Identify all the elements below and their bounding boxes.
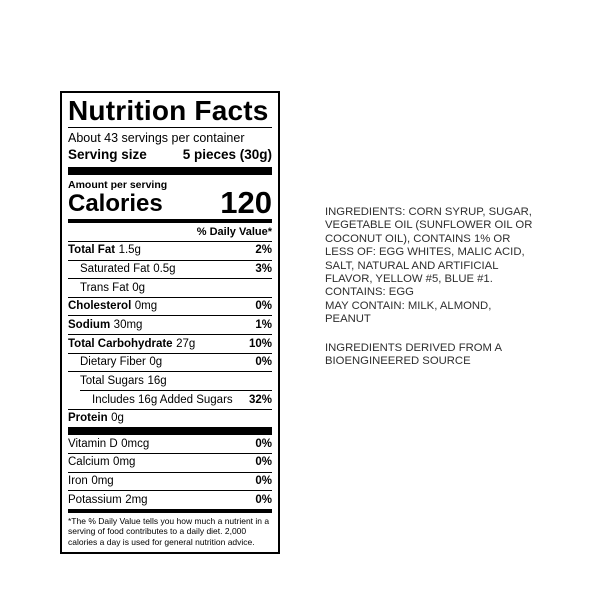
serving-size-label: Serving size (68, 147, 147, 163)
nutrient-label: Iron (68, 475, 88, 488)
nutrient-amount: 0.5g (153, 263, 176, 276)
nutrient-name: Dietary Fiber 0g (68, 356, 162, 369)
nutrient-row: Total Carbohydrate 27g 10% (68, 334, 272, 353)
nutrient-row: Total Fat 1.5g 2% (68, 240, 272, 260)
nutrient-name: Total Sugars 16g (68, 375, 167, 388)
nutrient-label: Total Sugars (80, 374, 144, 387)
nutrient-amount: 0mg (91, 475, 114, 488)
calories-value: 120 (220, 185, 272, 221)
thick-rule (68, 427, 272, 436)
nutrient-label: Cholesterol (68, 300, 132, 313)
nutrient-daily-value: 10% (248, 337, 272, 350)
nutrient-amount: 0g (149, 356, 163, 369)
nutrient-daily-value: 0% (255, 456, 272, 469)
nutrient-label: Includes 16g Added Sugars (92, 393, 233, 406)
nutrient-name: Sodium 30mg (68, 319, 142, 332)
nutrient-daily-value: 32% (248, 393, 272, 406)
medium-rule (68, 218, 272, 223)
bioengineered-text: INGREDIENTS DERIVED FROM A BIOENGINEERED… (325, 341, 503, 368)
nutrient-row: Includes 16g Added Sugars 32% (68, 391, 272, 409)
nutrient-daily-value: 0% (255, 475, 272, 488)
amount-per-serving-label: Amount per serving (68, 179, 168, 192)
nutrient-name: Cholesterol 0mg (68, 300, 157, 313)
nutrient-row: Iron 0mg 0% (68, 471, 272, 491)
nutrient-name: Trans Fat 0g (68, 282, 145, 295)
nutrient-amount: 2mg (125, 493, 148, 506)
nutrient-row: Cholesterol 0mg 0% (68, 296, 272, 316)
nutrient-name: Includes 16g Added Sugars (68, 394, 233, 407)
servings-per-container: About 43 servings per container (68, 131, 245, 146)
nutrient-name: Vitamin D 0mcg (68, 438, 149, 451)
thick-rule (68, 167, 272, 176)
nutrient-amount: 30mg (113, 318, 143, 331)
vitamin-rows: Vitamin D 0mcg 0% Calcium 0mg 0% Iron 0mg 0… (68, 435, 272, 509)
nutrition-facts-panel: Nutrition Facts About 43 servings per co… (60, 91, 280, 555)
serving-size-value: 5 pieces (30g) (182, 147, 272, 163)
daily-value-footnote: *The % Daily Value tells you how much a … (68, 515, 270, 547)
nutrient-amount: 0mg (134, 300, 158, 313)
daily-value-header: % Daily Value* (196, 225, 272, 238)
nutrient-label: Protein (68, 412, 108, 425)
nutrient-daily-value: 1% (255, 318, 272, 331)
nutrient-name: Potassium 2mg (68, 494, 148, 507)
nutrient-label: Calcium (68, 456, 110, 469)
nutrient-name: Total Fat 1.5g (68, 244, 141, 257)
nutrient-row: Trans Fat 0g (68, 278, 272, 297)
nutrient-daily-value: 2% (255, 244, 272, 257)
nutrient-name: Calcium 0mg (68, 456, 135, 469)
calories-label: Calories (68, 189, 163, 217)
nutrient-daily-value: 0% (255, 437, 272, 450)
nutrient-row: Dietary Fiber 0g 0% (68, 352, 272, 372)
nutrient-label: Trans Fat (80, 281, 129, 294)
nutrient-name: Protein 0g (68, 412, 124, 425)
nutrient-daily-value: 0% (255, 356, 272, 369)
nutrient-row: Protein 0g (68, 408, 272, 428)
nutrient-name: Iron 0mg (68, 475, 114, 488)
nutrient-amount: 1.5g (118, 244, 141, 257)
nutrient-row: Vitamin D 0mcg 0% (68, 435, 272, 453)
medium-rule (68, 508, 272, 513)
nutrient-amount: 0g (132, 281, 146, 294)
nutrient-rows: Total Fat 1.5g 2% Saturated Fat 0.5g 3% Tr… (68, 240, 272, 428)
nutrient-daily-value: 3% (255, 263, 272, 276)
nutrient-row: Saturated Fat 0.5g 3% (68, 259, 272, 279)
nutrient-row: Potassium 2mg 0% (68, 490, 272, 509)
nutrient-daily-value: 0% (255, 493, 272, 506)
nutrient-label: Total Fat (68, 244, 116, 257)
nutrient-label: Potassium (68, 493, 122, 506)
nutrient-label: Total Carbohydrate (68, 337, 173, 350)
serving-size-row: Serving size 5 pieces (30g) (68, 145, 272, 167)
nutrient-name: Total Carbohydrate 27g (68, 338, 195, 351)
nutrient-amount: 16g (147, 374, 167, 387)
nutrient-amount: 0mcg (121, 437, 150, 450)
nutrient-row: Calcium 0mg 0% (68, 452, 272, 472)
nutrient-amount: 0mg (113, 456, 136, 469)
nutrient-daily-value: 0% (255, 300, 272, 313)
nutrient-row: Sodium 30mg 1% (68, 315, 272, 334)
nutrient-amount: 0g (111, 412, 124, 425)
nutrient-row: Total Sugars 16g (68, 371, 272, 390)
indented-separator (80, 390, 272, 392)
nutrient-label: Vitamin D (68, 437, 118, 450)
ingredients-text: INGREDIENTS: CORN SYRUP, SUGAR, VEGETABL… (325, 206, 533, 326)
nutrient-label: Dietary Fiber (80, 356, 146, 369)
nutrient-amount: 27g (176, 337, 196, 350)
nutrient-label: Saturated Fat (80, 263, 150, 276)
ingredients-panel: INGREDIENTS: CORN SYRUP, SUGAR, VEGETABL… (325, 206, 550, 368)
nutrient-label: Sodium (68, 318, 111, 331)
calories-row: Calories 120 (68, 185, 272, 221)
nutrient-name: Saturated Fat 0.5g (68, 263, 176, 276)
nutrition-facts-title: Nutrition Facts (68, 96, 272, 129)
